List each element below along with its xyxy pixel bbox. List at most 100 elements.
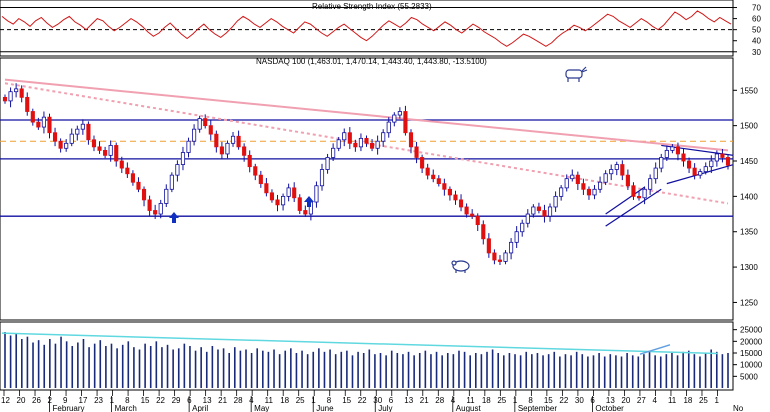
volume-bar [9,335,12,388]
candle-body [103,149,108,156]
candle-body [30,111,35,123]
date-tick-label: 13 [606,396,615,405]
volume-bar [301,350,303,388]
candle-body [497,259,503,262]
volume-bar [413,355,415,388]
rsi-title: Relative Strength Index (55.2833) [312,2,432,11]
date-tick-label: 25 [699,396,708,405]
volume-tick-label: 10000 [740,361,763,370]
volume-bar [144,343,146,388]
date-tick-label: 21 [218,396,227,405]
volume-bar [626,353,628,388]
volume-bar [32,342,34,388]
volume-bar [4,332,6,388]
volume-bar [290,348,292,388]
volume-bar [357,351,359,388]
volume-bar [278,354,281,388]
volume-bar [99,340,102,388]
volume-bar [727,353,729,388]
candle-body [297,197,302,211]
volume-bar [643,354,645,388]
date-tick-label: 6 [590,396,595,405]
price-layer: 1550 1500 1450 1400 1350 1300 1250 [0,78,758,307]
volume-bar [105,346,107,388]
month-label: July [378,404,392,412]
month-label: No [733,404,744,412]
candle-body [403,111,408,134]
trendline [4,78,729,152]
candle-body [659,157,664,169]
volume-bar [133,347,135,388]
date-tick-label: 21 [420,396,429,405]
candle-body [664,149,669,158]
candle-body [141,188,147,201]
volume-bar [435,351,438,388]
candle-body [203,118,208,127]
candle-body [153,210,158,215]
volume-bar [598,353,600,388]
price-tick-label: 1550 [740,86,758,95]
volume-bar [659,356,662,388]
volume-bar [194,350,197,388]
candle-body [2,96,8,102]
candle-body [41,116,46,128]
volume-bar [149,346,152,388]
candle-body [636,195,642,199]
price-tick-label: 1350 [740,228,758,237]
candle-body [158,203,163,215]
volume-bar [570,355,572,388]
candle-body [108,145,113,156]
candle-body [653,167,658,180]
rsi-line [1,10,732,47]
date-tick-label: 9 [63,396,68,405]
volume-bar [503,355,505,388]
candle-body [64,142,69,149]
volume-bar [424,350,427,388]
bear-icon [451,260,470,273]
volume-bar [379,353,382,388]
candle-body [536,206,541,211]
volume-bar [463,351,466,388]
rsi-layer: 70 60 50 40 30 [0,4,761,57]
candle-body [625,174,630,187]
rsi-tick-label: 70 [752,4,761,13]
volume-bar [491,349,494,388]
volume-bar [486,351,488,388]
volume-bar [295,353,298,388]
volume-bar [402,354,404,388]
candle-body [208,125,213,135]
candle-body [58,140,63,149]
volume-bar [715,351,718,388]
candle-body [714,153,719,162]
volume-bar [418,353,421,388]
date-tick-label: 8 [327,396,332,405]
volume-bar [396,353,399,388]
price-tick-label: 1500 [740,122,758,131]
volume-bar [239,350,242,388]
candle-body [325,157,330,170]
candle-body [219,146,224,155]
volume-bar [575,351,578,388]
candle-body [681,153,686,162]
volume-bar [654,355,656,388]
date-tick-label: 18 [683,396,692,405]
volume-bar [525,351,528,388]
rsi-tick-label: 60 [752,15,761,24]
volume-trendline [639,344,671,355]
volume-bar [581,354,584,388]
month-label: April [192,404,208,412]
date-tick-label: 4 [451,396,456,405]
volume-bar [250,353,253,388]
bull-icon [565,66,588,82]
candle-body [91,139,97,148]
candle-body [603,173,608,183]
candle-body [542,210,547,217]
candle-body [720,153,725,158]
candle-body [75,128,80,135]
candle-body [514,231,519,243]
candle-body [47,116,52,134]
volume-bar [362,353,365,388]
rsi-tick-label: 40 [752,37,761,46]
date-tick-label: 4 [652,396,657,405]
candle-body [281,195,286,206]
